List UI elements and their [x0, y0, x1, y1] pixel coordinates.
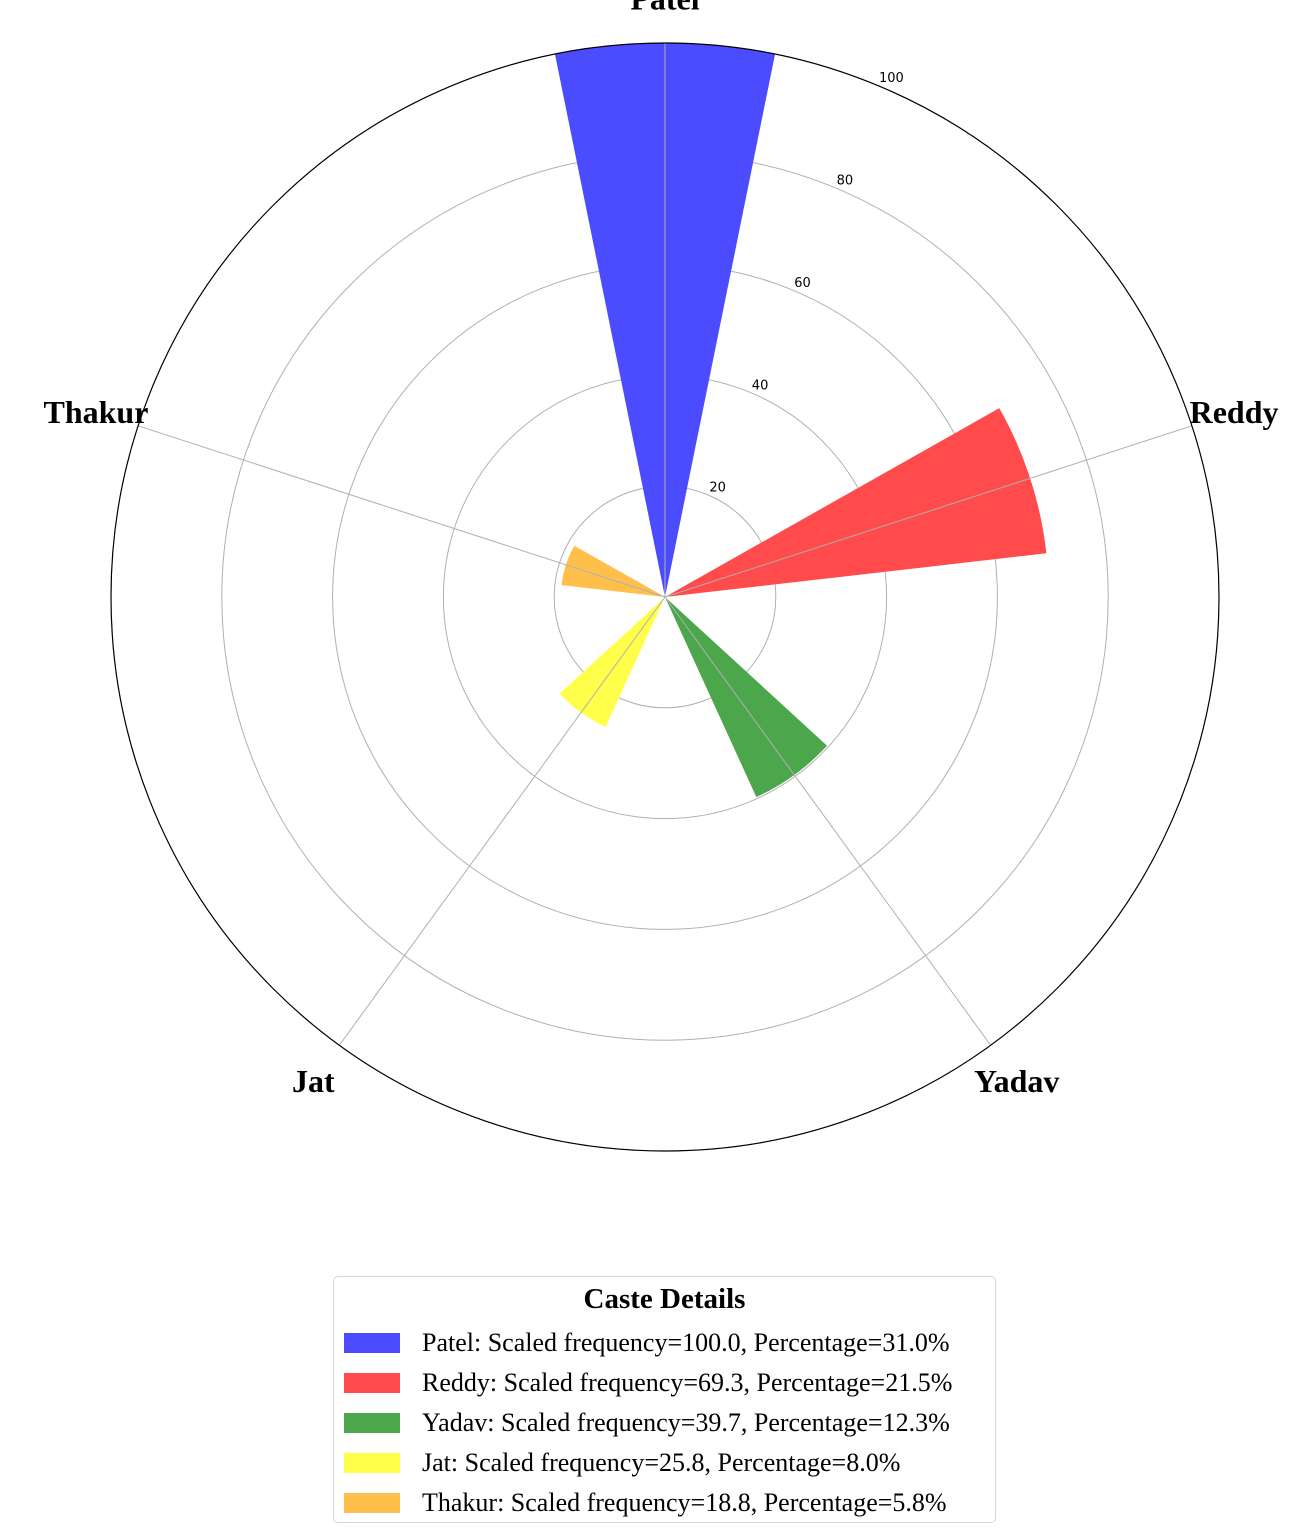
- legend-swatch: [344, 1333, 400, 1353]
- polar-outer-spine: [110, 42, 1220, 1152]
- legend-swatch: [344, 1453, 400, 1473]
- legend-text: Reddy: Scaled frequency=69.3, Percentage…: [422, 1368, 953, 1397]
- legend-text: Yadav: Scaled frequency=39.7, Percentage…: [422, 1408, 950, 1437]
- category-label-yadav: Yadav: [974, 1063, 1059, 1099]
- bar-jat: [559, 597, 665, 728]
- rtick-label-100: 100: [879, 71, 904, 86]
- polar-bars: [554, 43, 1047, 798]
- legend-entry: Thakur: Scaled frequency=18.8, Percentag…: [344, 1483, 947, 1523]
- legend-entry: Reddy: Scaled frequency=69.3, Percentage…: [344, 1363, 952, 1403]
- angular-gridlines: [137, 43, 1193, 1046]
- radial-tick-labels: 20 40 60 80 100: [709, 71, 903, 495]
- legend-title: Caste Details: [583, 1283, 746, 1315]
- legend-text: Thakur: Scaled frequency=18.8, Percentag…: [422, 1488, 947, 1517]
- category-label-patel: Patel: [630, 0, 699, 17]
- legend-text: Patel: Scaled frequency=100.0, Percentag…: [422, 1328, 950, 1357]
- category-label-thakur: Thakur: [43, 394, 148, 430]
- spoke-reddy: [664, 425, 1193, 598]
- rtick-label-60: 60: [794, 276, 811, 291]
- legend-entry: Jat: Scaled frequency=25.8, Percentage=8…: [344, 1443, 900, 1483]
- rtick-label-20: 20: [709, 481, 726, 496]
- legend-text: Jat: Scaled frequency=25.8, Percentage=8…: [422, 1448, 901, 1477]
- spoke-jat: [338, 596, 666, 1046]
- legend-swatch: [344, 1373, 400, 1393]
- spoke-thakur: [137, 425, 666, 598]
- category-label-jat: Jat: [292, 1063, 335, 1099]
- category-label-reddy: Reddy: [1190, 394, 1279, 430]
- rtick-label-80: 80: [837, 174, 854, 189]
- bar-thakur: [561, 545, 665, 597]
- bar-yadav: [665, 597, 828, 798]
- legend: Caste Details Patel: Scaled frequency=10…: [333, 1276, 996, 1523]
- bar-reddy: [665, 408, 1047, 597]
- legend-swatch: [344, 1493, 400, 1513]
- legend-swatch: [344, 1413, 400, 1433]
- legend-entry: Yadav: Scaled frequency=39.7, Percentage…: [344, 1403, 950, 1443]
- rtick-label-40: 40: [752, 378, 769, 393]
- category-labels: Patel Reddy Yadav Jat Thakur: [43, 0, 1278, 1099]
- spoke-yadav: [664, 596, 992, 1046]
- legend-entry: Patel: Scaled frequency=100.0, Percentag…: [344, 1323, 949, 1363]
